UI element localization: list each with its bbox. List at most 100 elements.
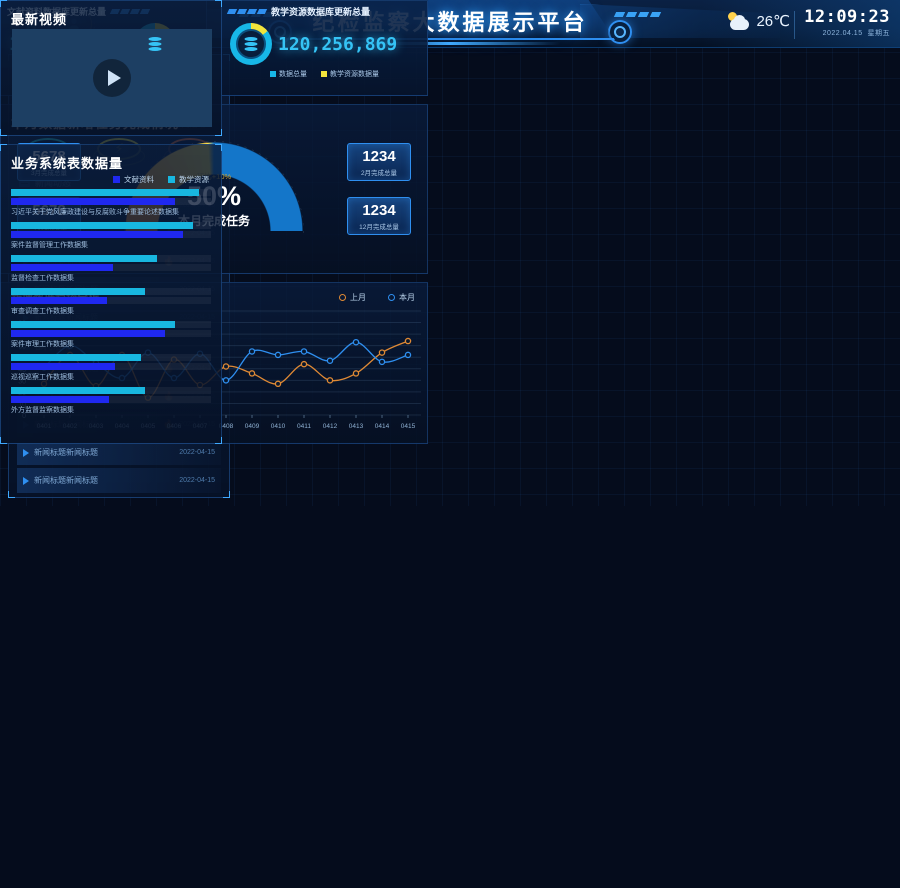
- bar-group: 巡视巡察工作数据集: [11, 354, 211, 382]
- bar-fill-teaching: [11, 321, 175, 328]
- play-icon[interactable]: [93, 59, 131, 97]
- clock-date-value: 2022.04.15: [822, 30, 863, 37]
- db-card-teaching: 教学资源数据库更新总量 120,256,869 数据总量 教学资源数据量: [221, 0, 428, 96]
- svg-text:0413: 0413: [349, 423, 364, 430]
- list-item[interactable]: 新闻标题新闻标题 2022-04-15: [17, 468, 221, 493]
- legend-entry-teaching[interactable]: 教学资源: [168, 174, 209, 185]
- svg-text:0415: 0415: [401, 423, 416, 430]
- list-item-date: 2022-04-15: [179, 449, 215, 456]
- title-underline: [340, 42, 560, 45]
- bar-track-literature: [11, 396, 211, 403]
- bar-group: 案件审理工作数据集: [11, 321, 211, 349]
- clock-date: 2022.04.15 星期五: [804, 28, 890, 38]
- bar-fill-literature: [11, 330, 165, 337]
- header-dashes-right: [613, 12, 662, 17]
- kpi-month-12: 1234 12月完成总量: [347, 197, 411, 235]
- bar-track-teaching: [11, 189, 211, 196]
- db-card-title: 教学资源数据库更新总量: [271, 6, 371, 17]
- video-player[interactable]: [12, 29, 212, 127]
- kpi-value: 1234: [362, 148, 396, 165]
- bar-group: 习近平关于党风廉政建设与反腐败斗争重要论述数据集: [11, 189, 211, 217]
- bar-fill-teaching: [11, 354, 141, 361]
- bar-fill-teaching: [11, 222, 193, 229]
- play-arrow-icon: [23, 476, 29, 485]
- bar-track-teaching: [11, 288, 211, 295]
- trend-chart-legend: 上月 本月: [339, 292, 415, 303]
- svg-text:0414: 0414: [375, 423, 390, 430]
- svg-text:0408: 0408: [219, 423, 234, 430]
- weather-widget: 26℃: [728, 12, 790, 30]
- bar-track-teaching: [11, 255, 211, 262]
- bar-fill-literature: [11, 363, 115, 370]
- db-card-legend: 数据总量 教学资源数据量: [222, 67, 427, 79]
- bar-track-literature: [11, 231, 211, 238]
- legend-entry-literature[interactable]: 文献资料: [113, 174, 154, 185]
- bar-group: 监督检查工作数据集: [11, 255, 211, 283]
- bar-group: 审查调查工作数据集: [11, 288, 211, 316]
- legend-label: 数据总量: [279, 71, 307, 78]
- bar-label: 习近平关于党风廉政建设与反腐败斗争重要论述数据集: [11, 209, 179, 216]
- bar-label: 外方监督监察数据集: [11, 407, 74, 414]
- bar-label: 审查调查工作数据集: [11, 308, 74, 315]
- legend-entry-this-month[interactable]: 本月: [388, 292, 415, 303]
- bars-panel-title: 业务系统表数据量: [11, 156, 124, 171]
- kpi-value: 1234: [362, 202, 396, 219]
- bar-fill-literature: [11, 264, 113, 271]
- svg-text:0410: 0410: [271, 423, 286, 430]
- list-item-date: 2022-04-15: [179, 477, 215, 484]
- kpi-month-2: 1234 2月完成总量: [347, 143, 411, 181]
- legend-entry-last-month[interactable]: 上月: [339, 292, 366, 303]
- video-panel: 最新视频: [0, 0, 222, 136]
- bar-track-teaching: [11, 354, 211, 361]
- play-arrow-icon: [23, 448, 29, 457]
- bar-track-teaching: [11, 387, 211, 394]
- db-card-body: 120,256,869: [222, 21, 427, 67]
- bar-fill-literature: [11, 198, 175, 205]
- legend-label: 本月: [399, 292, 415, 302]
- list-item[interactable]: 新闻标题新闻标题 2022-04-15: [17, 440, 221, 465]
- svg-text:0409: 0409: [245, 423, 260, 430]
- kpi-label: 2月完成总量: [360, 170, 398, 177]
- list-item-title: 新闻标题新闻标题: [34, 476, 98, 485]
- bar-group: 案件监督管理工作数据集: [11, 222, 211, 250]
- bar-fill-teaching: [11, 255, 157, 262]
- sun-cloud-icon: [728, 12, 750, 30]
- bar-label: 监督检查工作数据集: [11, 275, 74, 282]
- bar-track-literature: [11, 297, 211, 304]
- bar-track-literature: [11, 330, 211, 337]
- legend-label: 教学资源: [179, 175, 209, 184]
- database-icon: [148, 37, 162, 51]
- bar-fill-literature: [11, 297, 107, 304]
- kpi-label: 12月完成总量: [359, 224, 399, 231]
- bar-label: 案件审理工作数据集: [11, 341, 74, 348]
- chevron-dashes-icon: [226, 8, 268, 14]
- bar-track-literature: [11, 264, 211, 271]
- legend-label: 上月: [350, 292, 366, 302]
- legend-entry: 教学资源数据量: [321, 69, 379, 79]
- bar-fill-teaching: [11, 288, 145, 295]
- legend-label: 文献资料: [124, 175, 154, 184]
- bar-group: 外方监督监察数据集: [11, 387, 211, 415]
- bar-label: 案件监督管理工作数据集: [11, 242, 88, 249]
- db-card-header: 教学资源数据库更新总量: [222, 1, 427, 21]
- temperature-value: 26℃: [756, 13, 790, 30]
- bars-list: 习近平关于党风廉政建设与反腐败斗争重要论述数据集 案件监督管理工作数据集 监督检查工…: [1, 185, 221, 415]
- bar-track-teaching: [11, 222, 211, 229]
- bars-panel: 业务系统表数据量 文献资料 教学资源 习近平关于党风廉政建设与反腐败斗争重要论述…: [0, 144, 222, 444]
- database-ring-icon: [230, 23, 272, 65]
- list-item-title: 新闻标题新闻标题: [34, 448, 98, 457]
- bar-fill-literature: [11, 396, 109, 403]
- db-card-value: 120,256,869: [278, 33, 398, 55]
- svg-text:0411: 0411: [297, 423, 311, 430]
- clock-weekday: 星期五: [867, 30, 890, 37]
- svg-text:0412: 0412: [323, 423, 338, 430]
- right-column: 最新视频 业务系统表数据量 文献资料 教学资源 习近平关于党风廉政建设与反腐败斗…: [0, 0, 222, 888]
- bar-fill-teaching: [11, 387, 145, 394]
- bar-label: 巡视巡察工作数据集: [11, 374, 74, 381]
- bar-track-teaching: [11, 321, 211, 328]
- gear-icon-right[interactable]: [608, 20, 632, 44]
- legend-label: 教学资源数据量: [330, 71, 379, 78]
- bar-track-literature: [11, 363, 211, 370]
- bar-fill-teaching: [11, 189, 199, 196]
- legend-entry: 数据总量: [270, 69, 307, 79]
